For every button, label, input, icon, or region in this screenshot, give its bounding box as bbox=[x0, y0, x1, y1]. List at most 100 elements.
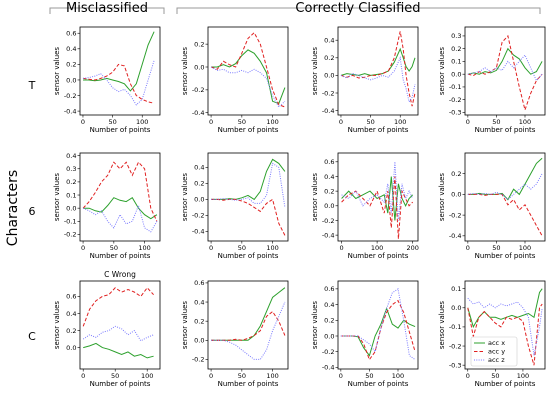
y-axis-label: sensor values bbox=[53, 173, 61, 222]
x-axis-label: Number of points bbox=[218, 380, 279, 388]
x-tick-label: 100 bbox=[266, 244, 278, 252]
series-line-acc-z bbox=[467, 173, 543, 201]
series-line-acc-z bbox=[467, 297, 543, 356]
x-tick-label: 50 bbox=[365, 372, 373, 380]
y-tick-label: 0.4 bbox=[66, 152, 76, 160]
x-tick-label: 50 bbox=[108, 118, 116, 126]
axes-frame bbox=[464, 280, 546, 370]
y-tick-label: 0.2 bbox=[194, 40, 204, 48]
series-line-acc-x bbox=[211, 158, 286, 201]
y-tick-label: 0.4 bbox=[194, 298, 204, 306]
characters-label: Characters bbox=[5, 170, 21, 246]
y-tick-label: 0.2 bbox=[194, 317, 204, 325]
x-tick-label: 100 bbox=[519, 118, 531, 126]
y-tick-label: -0.2 bbox=[192, 86, 205, 94]
chart-panel-C-2: 0 50 100 -0.2 0.0 0.2 0.4 0.6 Number of points se… bbox=[181, 279, 289, 388]
x-axis-label: Number of points bbox=[90, 252, 151, 260]
chart-panel-T-1: 0 50 100 -0.4 -0.2 0.0 0.2 0.4 0.6 Number of poin… bbox=[53, 26, 161, 134]
y-tick-label: -0.4 bbox=[322, 364, 335, 372]
series-line-acc-y bbox=[340, 31, 416, 107]
correct-header: Correctly Classified bbox=[295, 1, 420, 16]
row-label-T: T bbox=[28, 79, 36, 92]
y-tick-label: 0.2 bbox=[66, 178, 76, 186]
y-tick-label: 0.0 bbox=[194, 337, 204, 345]
axes-frame bbox=[207, 26, 289, 116]
y-tick-label: 0.0 bbox=[324, 332, 334, 340]
legend-box bbox=[470, 336, 518, 367]
axes-frame bbox=[337, 26, 419, 116]
series-line-acc-z bbox=[340, 288, 416, 361]
series-line-acc-y bbox=[467, 34, 543, 112]
axes-frame bbox=[79, 280, 161, 370]
y-tick-label: -0.2 bbox=[449, 342, 462, 350]
misclassified-bracket bbox=[49, 7, 165, 14]
x-tick-label: 50 bbox=[238, 118, 246, 126]
y-tick-label: 0.0 bbox=[194, 196, 204, 204]
y-tick-label: 0.0 bbox=[451, 191, 461, 199]
series-line-acc-z bbox=[82, 325, 154, 342]
y-tick-label: -0.4 bbox=[322, 231, 335, 239]
y-tick-label: -0.4 bbox=[449, 232, 462, 240]
y-tick-label: -0.2 bbox=[192, 356, 205, 364]
series-line-acc-z bbox=[211, 301, 286, 360]
x-tick-label: 50 bbox=[491, 372, 499, 380]
series-line-acc-z bbox=[340, 55, 416, 104]
y-axis-label: sensor values bbox=[438, 173, 446, 222]
row-label-6: 6 bbox=[29, 205, 36, 218]
y-tick-label: -0.2 bbox=[322, 348, 335, 356]
series-line-acc-y bbox=[82, 63, 155, 104]
x-tick-label: 50 bbox=[111, 372, 119, 380]
y-axis-label: sensor values bbox=[181, 173, 189, 222]
x-tick-label: 50 bbox=[492, 118, 500, 126]
y-tick-label: -0.2 bbox=[449, 211, 462, 219]
y-tick-label: 0.1 bbox=[451, 58, 461, 66]
y-tick-label: 0.1 bbox=[66, 191, 76, 199]
y-tick-label: 0.4 bbox=[324, 173, 334, 181]
series-line-acc-x bbox=[341, 176, 414, 221]
y-tick-label: 0.2 bbox=[324, 54, 334, 62]
y-tick-label: 0.2 bbox=[324, 187, 334, 195]
panel-grid: 0 50 100 -0.4 -0.2 0.0 0.2 0.4 0.6 Number of poin… bbox=[53, 26, 546, 388]
series-line-acc-z bbox=[82, 203, 158, 233]
axes-frame bbox=[79, 26, 161, 116]
y-tick-label: 0.2 bbox=[324, 317, 334, 325]
x-tick-label: 0 bbox=[209, 372, 213, 380]
x-axis-label: Number of points bbox=[348, 126, 409, 134]
y-tick-label: -0.2 bbox=[64, 231, 77, 239]
axes-frame bbox=[337, 152, 419, 242]
chart-panel-C-3: 0 50 100 -0.4 -0.2 0.0 0.2 0.4 0.6 Number of poin… bbox=[311, 280, 419, 388]
y-tick-label: 0.0 bbox=[451, 70, 461, 78]
legend-label: acc x bbox=[488, 339, 505, 347]
series-line-acc-z bbox=[210, 66, 286, 108]
y-tick-label: 0.0 bbox=[451, 304, 461, 312]
series-line-acc-x bbox=[83, 31, 155, 92]
x-tick-label: 50 bbox=[238, 372, 246, 380]
x-tick-label: 100 bbox=[371, 244, 383, 252]
series-line-acc-x bbox=[211, 49, 286, 105]
x-tick-label: 100 bbox=[266, 372, 278, 380]
misclassified-header: Misclassified bbox=[66, 1, 148, 16]
x-tick-label: 0 bbox=[466, 372, 470, 380]
axes-frame bbox=[464, 152, 546, 242]
y-tick-label: 0.4 bbox=[324, 37, 334, 45]
y-tick-label: -0.2 bbox=[64, 92, 77, 100]
series-line-acc-y bbox=[467, 193, 543, 237]
y-tick-label: 0.2 bbox=[451, 45, 461, 53]
x-axis-label: Number of points bbox=[475, 126, 536, 134]
x-tick-label: 100 bbox=[141, 372, 153, 380]
y-tick-label: -0.1 bbox=[64, 218, 77, 226]
panel-title: C Wrong bbox=[104, 270, 136, 279]
y-axis-label: sensor values bbox=[438, 301, 446, 350]
series-line-acc-x bbox=[467, 288, 543, 329]
y-axis-label: sensor values bbox=[181, 301, 189, 350]
x-axis-label: Number of points bbox=[475, 380, 536, 388]
x-tick-label: 100 bbox=[394, 118, 406, 126]
x-tick-label: 200 bbox=[406, 244, 418, 252]
series-line-acc-z bbox=[211, 162, 286, 208]
y-tick-label: -0.4 bbox=[192, 109, 205, 117]
x-tick-label: 100 bbox=[136, 118, 148, 126]
series-line-acc-x bbox=[83, 196, 158, 220]
series-line-acc-x bbox=[467, 47, 543, 75]
y-axis-label: sensor values bbox=[311, 47, 319, 96]
